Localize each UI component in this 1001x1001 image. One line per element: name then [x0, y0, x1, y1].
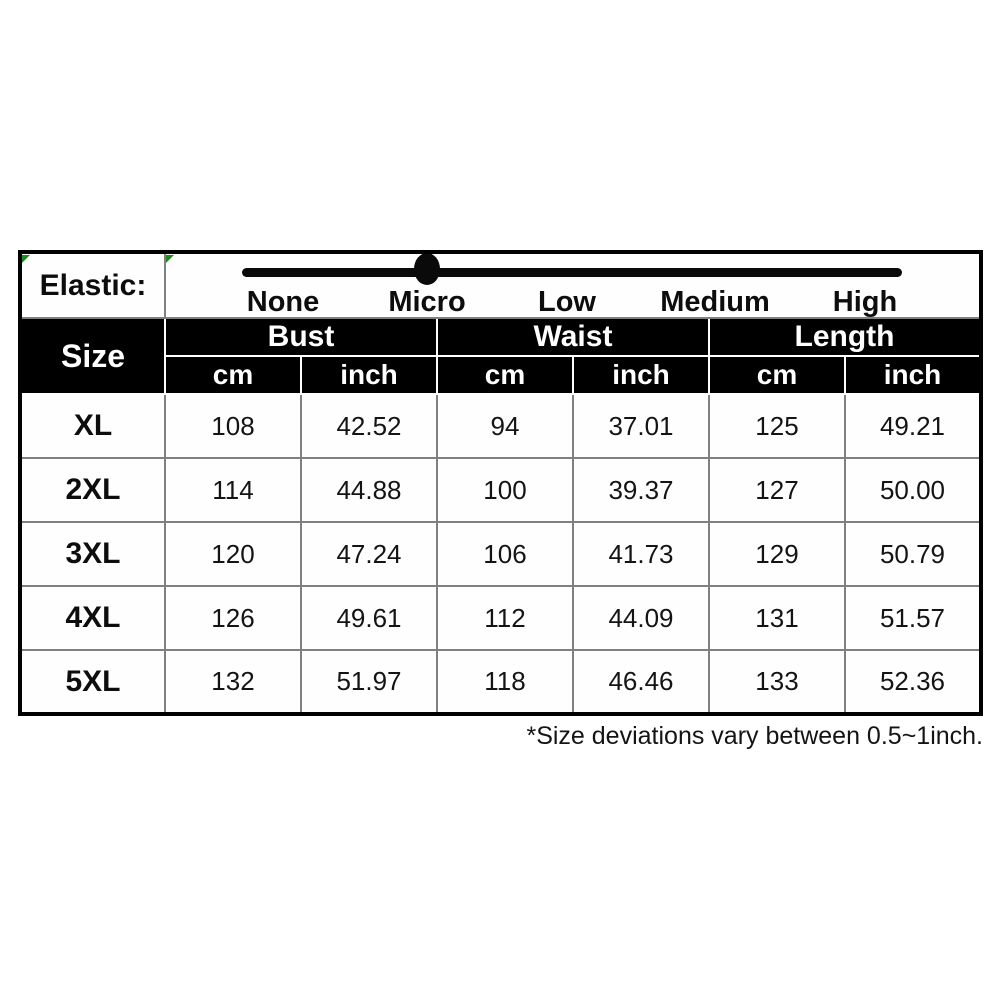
- column-header-size: Size: [19, 317, 166, 395]
- elastic-scale-label-none: None: [246, 285, 320, 318]
- bust-cm-value: 108: [164, 393, 302, 459]
- size-label: XL: [19, 393, 166, 459]
- elastic-label: Elastic:: [39, 268, 147, 302]
- elastic-scale-label-low: Low: [538, 285, 596, 318]
- length-inch-value: 50.00: [844, 457, 982, 523]
- size-label: 2XL: [19, 457, 166, 523]
- waist-inch-value: 39.37: [572, 457, 710, 523]
- table-row-5xl: 5XL 132 51.97 118 46.46 133 52.36: [19, 649, 982, 715]
- elastic-row: Elastic: None Micro Low Medium High: [19, 251, 982, 319]
- cell-corner-marker-icon: [167, 254, 174, 263]
- size-label: 3XL: [19, 521, 166, 587]
- waist-cm-value: 94: [436, 393, 574, 459]
- length-inch-value: 49.21: [844, 393, 982, 459]
- length-cm-value: 125: [708, 393, 846, 459]
- length-inch-value: 50.79: [844, 521, 982, 587]
- bust-cm-value: 126: [164, 585, 302, 651]
- bust-cm-value: 114: [164, 457, 302, 523]
- elastic-scale-label-micro: Micro: [388, 285, 466, 318]
- bust-inch-value: 42.52: [300, 393, 438, 459]
- header-group-row: Size Bust Waist Length: [19, 317, 982, 395]
- table-row-4xl: 4XL 126 49.61 112 44.09 131 51.57: [19, 585, 982, 651]
- waist-inch-value: 37.01: [572, 393, 710, 459]
- waist-inch-value: 41.73: [572, 521, 710, 587]
- column-header-bust: Bust: [164, 317, 438, 357]
- unit-header-bust-inch: inch: [300, 355, 438, 395]
- unit-header-bust-cm: cm: [164, 355, 302, 395]
- elastic-slider-track: [242, 267, 902, 277]
- waist-inch-value: 44.09: [572, 585, 710, 651]
- column-header-waist: Waist: [436, 317, 710, 357]
- table-row-2xl: 2XL 114 44.88 100 39.37 127 50.00: [19, 457, 982, 523]
- elastic-slider-cellwrap: None Micro Low Medium High: [167, 254, 979, 318]
- bust-cm-value: 132: [164, 649, 302, 715]
- length-inch-value: 52.36: [844, 649, 982, 715]
- bust-inch-value: 49.61: [300, 585, 438, 651]
- length-cm-value: 133: [708, 649, 846, 715]
- elastic-label-cell: Elastic:: [19, 251, 166, 319]
- length-cm-value: 131: [708, 585, 846, 651]
- unit-header-length-cm: cm: [708, 355, 846, 395]
- table-row-xl: XL 108 42.52 94 37.01 125 49.21: [19, 393, 982, 459]
- header-units-row: cm inch cm inch cm inch: [20, 355, 982, 395]
- size-label: 5XL: [19, 649, 166, 715]
- waist-cm-value: 118: [436, 649, 574, 715]
- elastic-slider-knob: [414, 254, 440, 285]
- unit-header-waist-cm: cm: [436, 355, 574, 395]
- cell-corner-marker-icon: [22, 254, 30, 263]
- unit-header-waist-inch: inch: [572, 355, 710, 395]
- column-header-length: Length: [708, 317, 982, 357]
- waist-cm-value: 112: [436, 585, 574, 651]
- waist-cm-value: 106: [436, 521, 574, 587]
- elastic-slider-cell: None Micro Low Medium High: [164, 251, 982, 319]
- waist-inch-value: 46.46: [572, 649, 710, 715]
- length-inch-value: 51.57: [844, 585, 982, 651]
- bust-inch-value: 44.88: [300, 457, 438, 523]
- size-label: 4XL: [19, 585, 166, 651]
- table-row-3xl: 3XL 120 47.24 106 41.73 129 50.79: [19, 521, 982, 587]
- length-cm-value: 129: [708, 521, 846, 587]
- bust-inch-value: 47.24: [300, 521, 438, 587]
- size-chart-table: Elastic: None Micro Low Medium High Size: [18, 250, 983, 716]
- bust-cm-value: 120: [164, 521, 302, 587]
- waist-cm-value: 100: [436, 457, 574, 523]
- elastic-label-cellwrap: Elastic:: [22, 254, 163, 317]
- unit-header-length-inch: inch: [844, 355, 982, 395]
- elastic-scale-label-high: High: [832, 285, 898, 318]
- elastic-scale-label-medium: Medium: [660, 285, 770, 318]
- length-cm-value: 127: [708, 457, 846, 523]
- bust-inch-value: 51.97: [300, 649, 438, 715]
- size-deviation-footnote: *Size deviations vary between 0.5~1inch.: [526, 722, 983, 750]
